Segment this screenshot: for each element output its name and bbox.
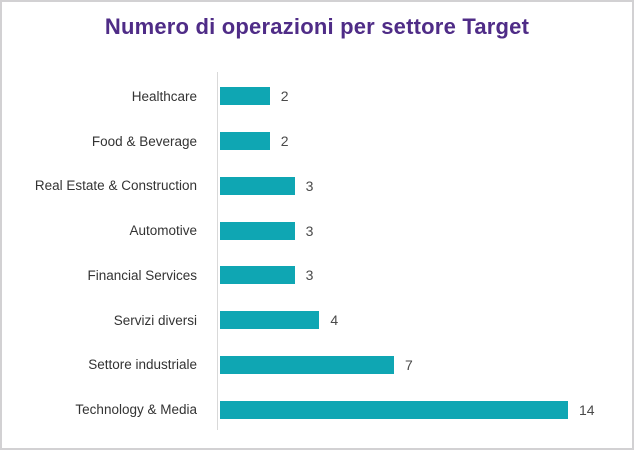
chart-row: Automotive 3 [2, 208, 630, 253]
value-label: 7 [405, 356, 413, 373]
bar-zone: 14 [207, 400, 630, 419]
category-label: Healthcare [131, 88, 197, 104]
bar [220, 400, 568, 419]
bar-zone: 7 [207, 355, 630, 374]
category-label: Food & Beverage [91, 133, 197, 149]
chart-row: Settore industriale 7 [2, 343, 630, 388]
value-label: 3 [305, 267, 314, 284]
bar-zone: 2 [207, 132, 630, 151]
bar [220, 221, 295, 240]
bar [220, 87, 270, 106]
y-axis-line [217, 72, 218, 430]
value-label: 3 [305, 177, 314, 194]
chart-row: Technology & Media 14 [2, 387, 630, 432]
chart-row: Financial Services 3 [2, 253, 630, 298]
category-label: Settore industriale [88, 357, 197, 373]
chart-row: Real Estate & Construction 3 [2, 164, 630, 209]
bar-zone: 3 [207, 221, 630, 240]
chart-title: Numero di operazioni per settore Target [104, 14, 530, 39]
value-label: 4 [330, 312, 339, 329]
bar-zone: 3 [207, 176, 630, 195]
value-label: 3 [305, 222, 314, 239]
bar-zone: 2 [207, 87, 630, 106]
category-label: Servizi diversi [113, 312, 197, 328]
bar-zone: 3 [207, 266, 630, 285]
category-label: Financial Services [87, 267, 197, 283]
value-label: 2 [280, 88, 289, 105]
chart-row: Food & Beverage 2 [2, 119, 630, 164]
bar [220, 266, 295, 285]
bar [220, 355, 394, 374]
bar-zone: 4 [207, 311, 630, 330]
category-label: Real Estate & Construction [34, 178, 197, 194]
value-label: 14 [579, 401, 595, 418]
bar [220, 132, 270, 151]
chart-row: Healthcare 2 [2, 74, 630, 119]
value-label: 2 [280, 133, 289, 150]
bar-rows: Healthcare 2 Food & Beverage 2 Real Esta… [2, 74, 630, 432]
chart-row: Servizi diversi 4 [2, 298, 630, 343]
category-label: Automotive [129, 223, 197, 239]
bar [220, 176, 295, 195]
category-label: Technology & Media [75, 402, 197, 418]
bar [220, 311, 320, 330]
